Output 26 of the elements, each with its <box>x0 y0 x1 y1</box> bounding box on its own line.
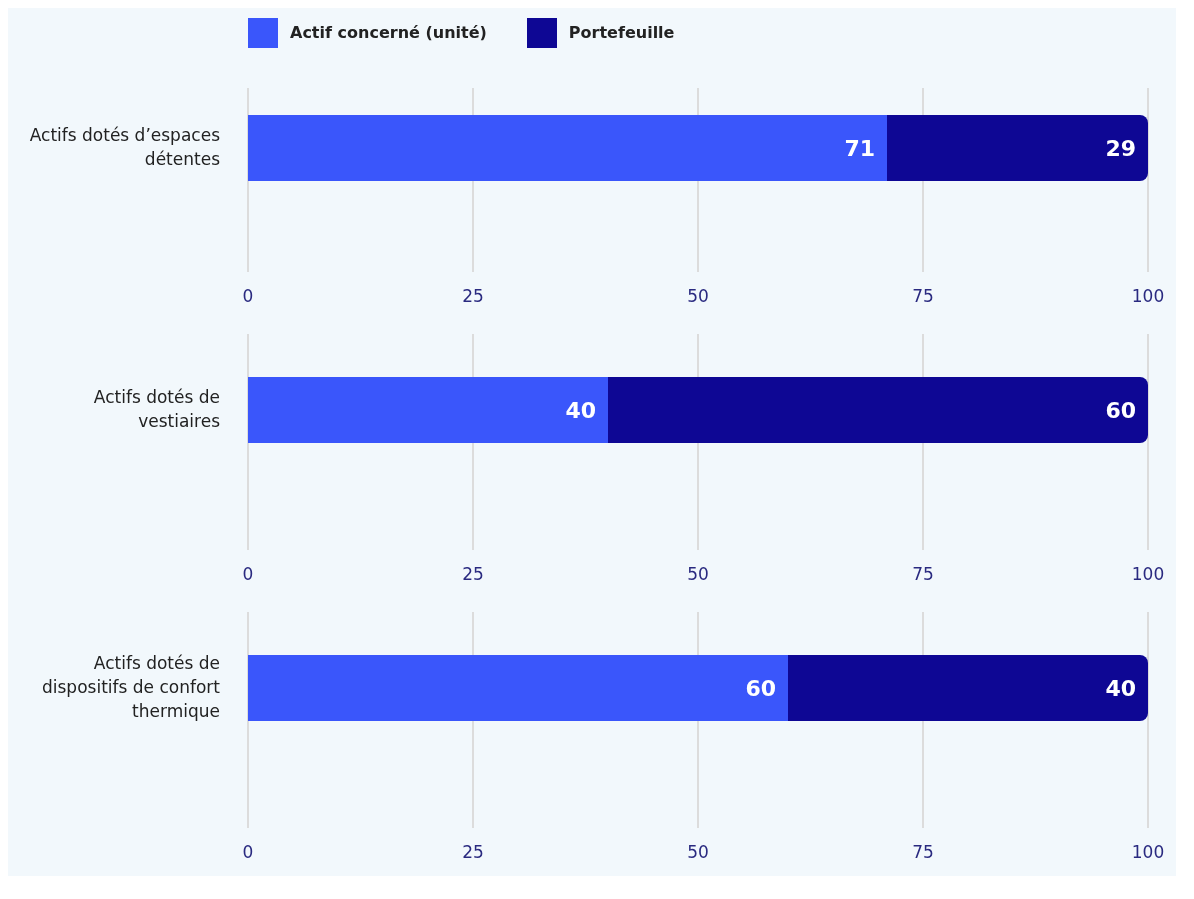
x-tick-label: 75 <box>912 286 934 307</box>
x-tick-label: 100 <box>1131 286 1165 307</box>
y-tick-label: Actifs dotés d’espaces détentes <box>29 125 221 169</box>
data-label: 29 <box>1105 135 1136 161</box>
data-label: 71 <box>844 135 875 161</box>
legend-label: Actif concerné (unité) <box>290 22 487 42</box>
x-tick-label: 75 <box>912 842 934 863</box>
x-tick-label: 25 <box>462 564 484 585</box>
x-tick-label: 25 <box>462 286 484 307</box>
x-tick-label: 50 <box>687 564 709 585</box>
y-tick-label: Actifs dotés de dispositifs de confort thermique <box>42 653 221 721</box>
x-tick-label: 0 <box>242 842 254 863</box>
data-label: 40 <box>565 397 596 423</box>
x-tick-label: 50 <box>687 842 709 863</box>
x-tick-label: 100 <box>1131 564 1165 585</box>
y-tick-label: Actifs dotés de vestiaires <box>93 387 221 431</box>
legend-label: Portefeuille <box>568 22 675 42</box>
x-tick-label: 100 <box>1131 842 1165 863</box>
x-tick-label: 0 <box>242 564 254 585</box>
data-label: 60 <box>745 675 776 701</box>
x-tick-label: 50 <box>687 286 709 307</box>
x-tick-label: 0 <box>242 286 254 307</box>
data-label: 40 <box>1105 675 1136 701</box>
x-tick-label: 25 <box>462 842 484 863</box>
data-label: 60 <box>1105 397 1136 423</box>
x-tick-label: 75 <box>912 564 934 585</box>
